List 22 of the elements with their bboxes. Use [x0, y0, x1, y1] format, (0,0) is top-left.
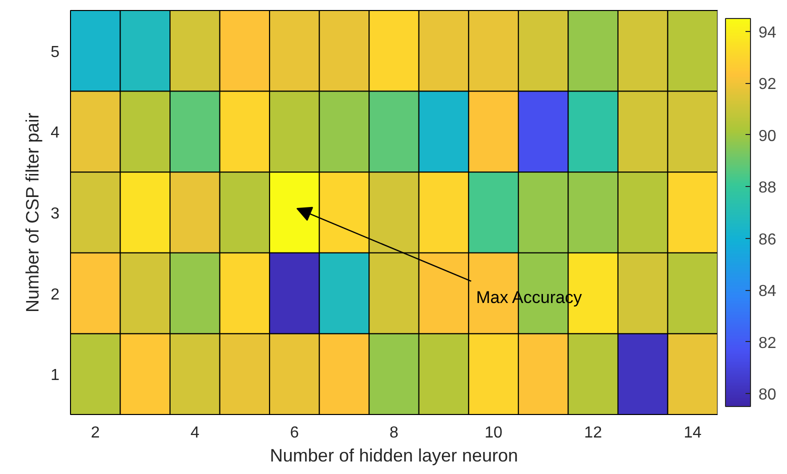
color-bar-label: 90 [758, 128, 776, 145]
color-bar-label: 82 [758, 334, 776, 352]
y-axis-title: Number of CSP filter pair [22, 112, 43, 313]
y-tick-label: 4 [50, 124, 60, 142]
x-tick-label: 10 [484, 424, 503, 442]
x-tick-label: 12 [584, 424, 602, 442]
x-tick-label: 4 [190, 424, 200, 442]
x-tick-label: 14 [684, 424, 702, 442]
y-tick-label: 2 [50, 286, 60, 304]
color-bar-label: 80 [758, 386, 776, 404]
color-bar-label: 92 [758, 76, 776, 94]
color-bar-label: 94 [758, 24, 776, 42]
x-axis-title: Number of hidden layer neuron [270, 446, 518, 466]
color-bar-label: 86 [758, 231, 776, 248]
y-tick-label: 1 [50, 367, 60, 384]
y-tick-label: 3 [50, 206, 60, 222]
y-tick-label: 5 [50, 44, 60, 61]
x-tick-label: 2 [90, 424, 100, 442]
x-tick-label: 8 [390, 424, 399, 442]
x-tick-label: 6 [290, 424, 300, 442]
color-bar-label: 88 [758, 180, 776, 197]
color-bar-label: 84 [758, 283, 776, 300]
